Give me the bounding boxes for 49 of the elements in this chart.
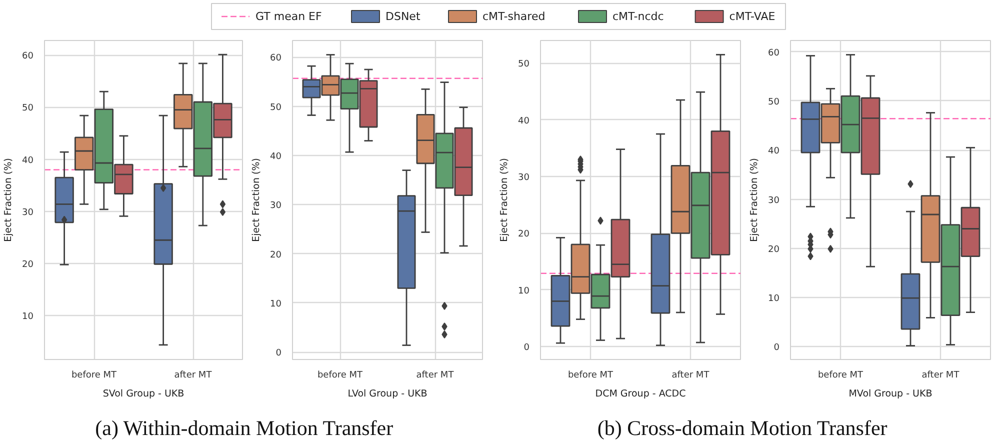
x-tick-label: after MT <box>174 370 212 380</box>
legend-label: GT mean EF <box>256 10 322 23</box>
y-tick-label: 40 <box>768 146 780 157</box>
y-tick-label: 20 <box>270 250 282 260</box>
y-tick-label: 10 <box>518 286 530 296</box>
y-tick-label: 40 <box>518 116 530 126</box>
y-tick-label: 30 <box>270 201 282 212</box>
y-tick-label: 60 <box>768 48 780 58</box>
legend-label: DSNet <box>386 10 421 23</box>
y-axis-title: Eject Fraction (%) <box>499 158 510 242</box>
y-axis-title: Eject Fraction (%) <box>749 158 760 242</box>
y-tick-label: 10 <box>270 299 282 310</box>
y-tick-label: 10 <box>768 294 780 304</box>
x-tick-label: before MT <box>568 370 614 380</box>
y-tick-label: 0 <box>276 348 282 359</box>
x-tick-label: before MT <box>818 370 864 380</box>
y-tick-label: 10 <box>22 312 34 322</box>
x-tick-label: before MT <box>317 370 364 380</box>
y-tick-label: 60 <box>270 54 282 64</box>
x-tick-label: before MT <box>71 370 118 380</box>
y-tick-label: 50 <box>22 104 34 114</box>
y-tick-label: 50 <box>270 102 282 113</box>
x-axis-title: LVol Group - UKB <box>348 388 428 400</box>
x-axis-title: SVol Group - UKB <box>102 388 184 400</box>
y-tick-label: 50 <box>518 60 530 70</box>
y-tick-label: 50 <box>768 97 780 108</box>
y-axis-title: Eject Fraction (%) <box>3 158 14 242</box>
legend-label: cMT-ncdc <box>612 10 664 23</box>
text: (a) Within-domain Motion Transfer <box>95 416 394 440</box>
y-axis-title: Eject Fraction (%) <box>251 158 262 242</box>
y-tick-label: 40 <box>270 152 282 162</box>
x-tick-label: after MT <box>672 370 710 380</box>
y-tick-label: 40 <box>22 156 34 166</box>
x-axis-title: MVol Group - UKB <box>848 388 932 400</box>
x-tick-label: after MT <box>922 370 960 380</box>
legend-label: cMT-shared <box>482 10 546 23</box>
y-tick-label: 30 <box>768 196 780 206</box>
y-tick-label: 0 <box>774 343 780 354</box>
legend-label: cMT-VAE <box>729 10 776 23</box>
text: (b) Cross-domain Motion Transfer <box>597 416 888 440</box>
y-tick-label: 0 <box>524 342 530 353</box>
y-tick-label: 20 <box>518 230 530 240</box>
y-tick-label: 20 <box>768 244 780 255</box>
y-tick-label: 60 <box>22 52 34 62</box>
y-tick-label: 20 <box>22 260 34 270</box>
y-tick-label: 30 <box>22 208 34 218</box>
y-tick-label: 30 <box>518 172 530 183</box>
x-axis-title: DCM Group - ACDC <box>595 388 686 400</box>
x-tick-label: after MT <box>416 370 454 380</box>
